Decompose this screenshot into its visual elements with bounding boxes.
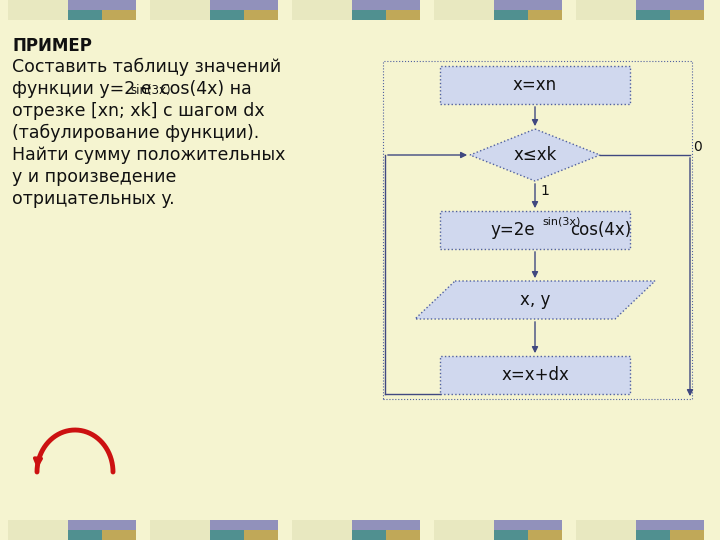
Bar bbox=[383, 61, 692, 399]
Text: sin(3x): sin(3x) bbox=[130, 84, 171, 97]
Bar bbox=[440, 66, 630, 104]
Text: x≤xk: x≤xk bbox=[513, 146, 557, 164]
Bar bbox=[210, 530, 244, 540]
Bar bbox=[102, 530, 136, 540]
Text: cos(4x): cos(4x) bbox=[570, 221, 631, 239]
Bar bbox=[386, 530, 420, 540]
Bar bbox=[102, 10, 136, 20]
Bar bbox=[8, 0, 68, 20]
Bar bbox=[636, 0, 704, 10]
Bar bbox=[210, 520, 278, 530]
Text: функции y=2 e: функции y=2 e bbox=[12, 80, 152, 98]
Text: x, y: x, y bbox=[520, 291, 550, 309]
Bar bbox=[150, 0, 210, 20]
Polygon shape bbox=[415, 281, 655, 319]
Bar bbox=[244, 10, 278, 20]
Bar bbox=[636, 520, 704, 530]
Text: ПРИМЕР: ПРИМЕР bbox=[12, 37, 92, 55]
Bar bbox=[434, 0, 494, 20]
Polygon shape bbox=[470, 129, 600, 181]
Bar bbox=[494, 530, 528, 540]
Bar bbox=[434, 520, 494, 540]
Bar bbox=[440, 211, 630, 249]
Bar bbox=[244, 530, 278, 540]
Text: Составить таблицу значений: Составить таблицу значений bbox=[12, 58, 282, 76]
Text: 1: 1 bbox=[540, 184, 549, 198]
Bar bbox=[210, 10, 244, 20]
Text: Найти сумму положительных: Найти сумму положительных bbox=[12, 146, 285, 164]
Text: отрицательных y.: отрицательных y. bbox=[12, 190, 175, 208]
Text: 0: 0 bbox=[693, 140, 702, 154]
Bar bbox=[68, 0, 136, 10]
Bar bbox=[292, 520, 352, 540]
Text: cos(4x) на: cos(4x) на bbox=[160, 80, 252, 98]
Bar bbox=[352, 520, 420, 530]
Bar bbox=[670, 10, 704, 20]
Bar bbox=[68, 520, 136, 530]
Bar bbox=[576, 0, 636, 20]
Bar bbox=[636, 10, 670, 20]
Text: x=x+dx: x=x+dx bbox=[501, 366, 569, 384]
Bar bbox=[8, 520, 68, 540]
Bar bbox=[352, 10, 386, 20]
Text: y и произведение: y и произведение bbox=[12, 168, 176, 186]
Bar bbox=[210, 0, 278, 10]
Bar bbox=[440, 356, 630, 394]
Bar bbox=[528, 10, 562, 20]
Bar bbox=[494, 10, 528, 20]
Bar bbox=[494, 520, 562, 530]
Text: отрезке [xn; xk] с шагом dx: отрезке [xn; xk] с шагом dx bbox=[12, 102, 265, 120]
Bar bbox=[68, 530, 102, 540]
Bar bbox=[292, 0, 352, 20]
Bar bbox=[352, 530, 386, 540]
Text: y=2e: y=2e bbox=[490, 221, 535, 239]
Bar bbox=[352, 0, 420, 10]
Bar bbox=[576, 520, 636, 540]
Bar bbox=[528, 530, 562, 540]
Bar bbox=[150, 520, 210, 540]
Bar bbox=[386, 10, 420, 20]
Text: (табулирование функции).: (табулирование функции). bbox=[12, 124, 259, 142]
Bar bbox=[68, 10, 102, 20]
Bar bbox=[494, 0, 562, 10]
Bar bbox=[636, 530, 670, 540]
Text: sin(3x): sin(3x) bbox=[542, 217, 580, 227]
Text: x=xn: x=xn bbox=[513, 76, 557, 94]
Bar bbox=[670, 530, 704, 540]
